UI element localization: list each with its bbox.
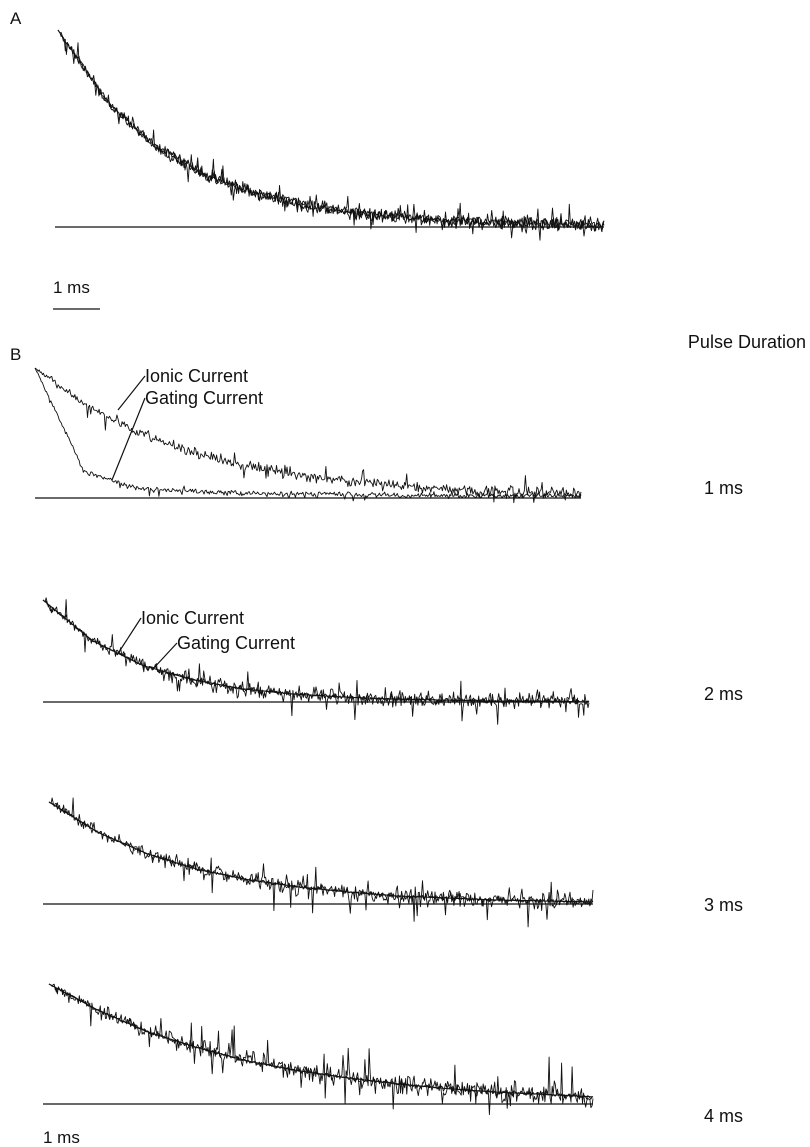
series-trace [57, 29, 605, 234]
pulse-duration-title: Pulse Duration [688, 332, 806, 352]
series-trace [48, 983, 594, 1100]
annotation-ionic-current-1: Ionic Current [145, 366, 248, 386]
series-fit-line [48, 983, 594, 1098]
panel-a-scalebar-label: 1 ms [53, 278, 90, 297]
annotation-gating-current-2: Gating Current [177, 633, 295, 653]
leader-gating-current-2 [151, 642, 178, 671]
pulse-duration-label-3: 3 ms [704, 895, 743, 915]
panel-b-scalebar-label: 1 ms [43, 1128, 80, 1147]
panel-b-plot-3ms [43, 797, 594, 928]
leader-ionic-current-2 [116, 617, 142, 656]
panel-a-label: A [10, 9, 22, 28]
series-trace [57, 29, 605, 241]
leader-ionic-current-1 [117, 375, 146, 411]
series-trace [34, 367, 582, 502]
pulse-duration-label-2: 2 ms [704, 684, 743, 704]
panel-a-plot [55, 29, 605, 241]
series-trace [48, 983, 594, 1116]
series-trace [42, 599, 590, 725]
panel-b-plot-1ms [34, 367, 582, 504]
series-trace [48, 797, 594, 928]
series-trace [42, 597, 590, 707]
pulse-duration-label-4: 4 ms [704, 1106, 743, 1126]
panel-b-label: B [10, 345, 21, 364]
panel-b-plot-4ms [43, 983, 594, 1116]
panel-b-plot-2ms [42, 597, 590, 725]
annotation-gating-current-1: Gating Current [145, 388, 263, 408]
leader-gating-current-1 [111, 397, 146, 481]
annotation-ionic-current-2: Ionic Current [141, 608, 244, 628]
series-trace [48, 801, 594, 907]
pulse-duration-label-1: 1 ms [704, 478, 743, 498]
